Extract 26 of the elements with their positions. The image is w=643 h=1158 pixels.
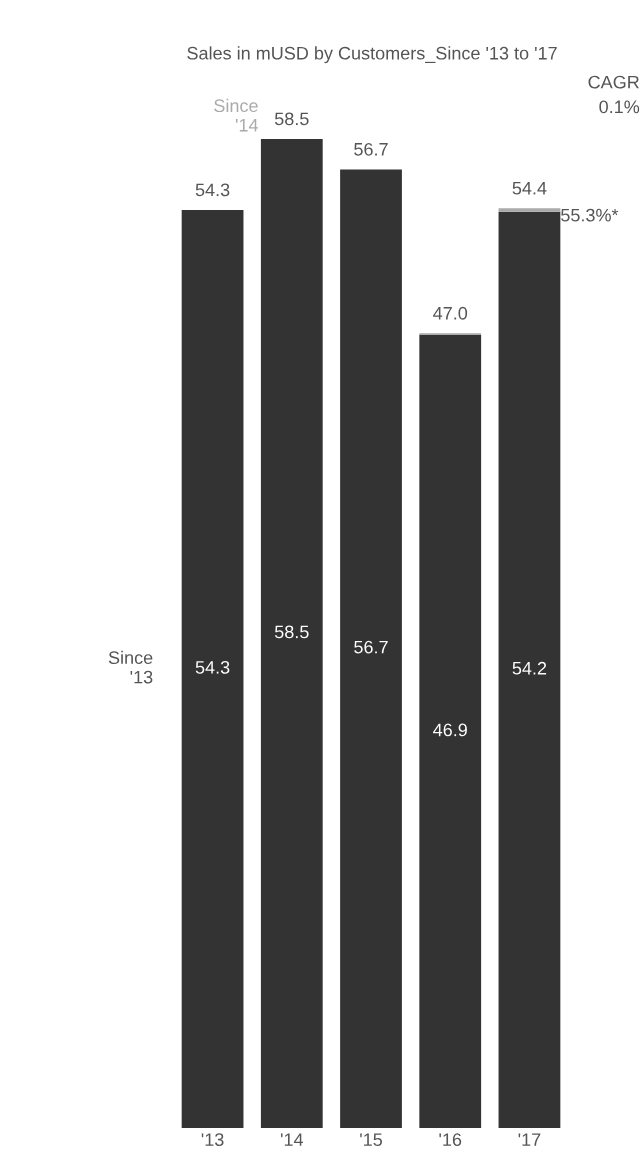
chart-title: Sales in mUSD by Customers_Since '13 to '17	[187, 46, 557, 64]
series-label: Since '13	[108, 650, 153, 684]
text: CAGR 0.1%	[588, 75, 640, 114]
bar	[498, 211, 561, 1128]
data-label: 58.5	[274, 625, 309, 639]
x-tick-label: '15	[360, 1133, 383, 1147]
data-label: 54.3	[195, 660, 230, 674]
bar	[340, 169, 402, 1128]
bar	[498, 208, 561, 212]
total-label: 56.7	[354, 142, 388, 156]
x-tick-label: '16	[439, 1133, 462, 1147]
x-tick-label: '13	[201, 1133, 224, 1147]
annotation: 55.3%*	[561, 208, 619, 222]
x-tick-label: '14	[280, 1133, 304, 1146]
x-tick-label: '17	[518, 1133, 541, 1146]
total-label: 58.5	[274, 112, 309, 126]
total-label: 54.4	[512, 181, 547, 195]
bar	[260, 138, 323, 1128]
text: Since '14	[214, 98, 258, 132]
data-label: 54.2	[512, 661, 547, 675]
data-label: 56.7	[354, 640, 388, 654]
total-label: 47.0	[433, 306, 468, 320]
total-label: 54.3	[195, 183, 230, 197]
data-label: 46.9	[433, 723, 467, 737]
bar	[181, 209, 244, 1128]
bar	[419, 335, 482, 1128]
